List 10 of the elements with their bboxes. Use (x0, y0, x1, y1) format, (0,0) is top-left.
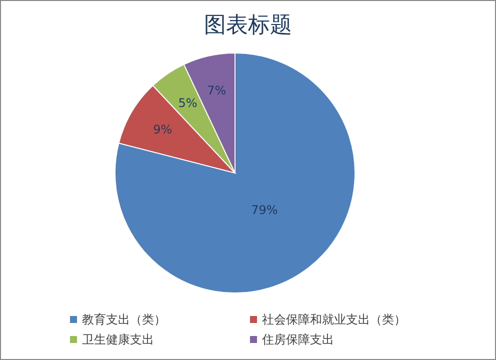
chart-title: 图表标题 (204, 13, 292, 38)
legend-label: 住房保障支出 (261, 332, 334, 346)
legend-label: 教育支出（类） (82, 312, 166, 326)
legend-label: 卫生健康支出 (82, 332, 154, 346)
legend-label: 社会保障和就业支出（类） (262, 312, 406, 326)
pie-slice (114, 52, 356, 294)
data-label: 79% (251, 203, 278, 218)
data-label: 5% (178, 96, 198, 110)
data-label: 9% (153, 122, 172, 137)
data-label: 7% (207, 83, 226, 98)
